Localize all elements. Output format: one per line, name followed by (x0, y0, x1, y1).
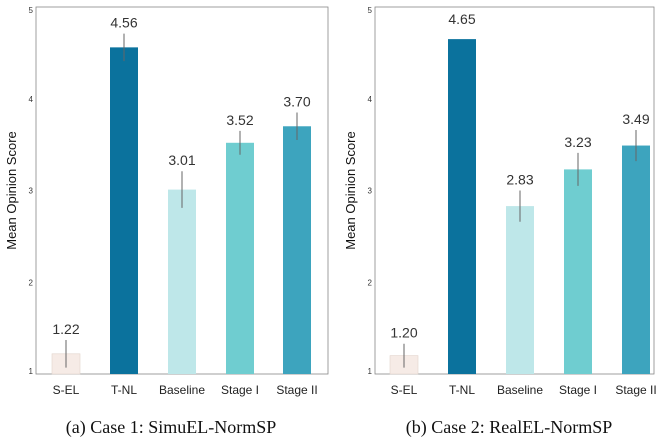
value-label: 1.20 (390, 325, 417, 341)
category-label: S-EL (391, 383, 418, 397)
category-label: T-NL (111, 383, 137, 397)
y-tick-label: 5 (368, 6, 373, 15)
category-label: Stage II (615, 383, 656, 397)
y-tick-label: 2 (29, 278, 34, 287)
category-label: Stage II (276, 383, 317, 397)
value-label: 2.83 (506, 172, 533, 188)
value-label: 1.22 (52, 321, 79, 337)
y-tick-label: 3 (368, 187, 373, 196)
chart-panel-2: 1 2 3 4 5 Mean Opinion Score 1.20 S-EL 4.65 T-NL 2… (343, 6, 657, 438)
y-tick-label: 1 (29, 367, 34, 376)
bar-stage-i (226, 142, 254, 374)
y-tick-label: 5 (29, 6, 34, 15)
bar-stage-ii (283, 126, 311, 375)
caption: (a) Case 1: SimuEL-NormSP (66, 417, 276, 438)
bar-baseline (506, 206, 534, 374)
caption: (b) Case 2: RealEL-NormSP (406, 417, 612, 438)
chart-panel-1: 1 2 3 4 5 Mean Opinion Score 1.22 S-EL 4.56 T-NL 3… (4, 6, 329, 438)
category-label: Baseline (497, 383, 543, 397)
category-label: S-EL (53, 383, 80, 397)
category-label: Stage I (221, 383, 259, 397)
y-tick-label: 4 (29, 95, 34, 104)
value-label: 3.52 (226, 112, 253, 128)
bar-stage-i (564, 169, 592, 374)
value-label: 4.65 (448, 11, 475, 27)
bar-stage-ii (622, 145, 650, 374)
category-label: Stage I (559, 383, 597, 397)
value-label: 4.56 (110, 15, 137, 31)
y-tick-label: 1 (368, 367, 373, 376)
y-tick-label: 4 (368, 95, 373, 104)
bar-t-nl (448, 39, 476, 375)
y-axis-label: Mean Opinion Score (4, 131, 19, 250)
value-label: 3.49 (622, 111, 649, 127)
y-axis-label: Mean Opinion Score (343, 131, 358, 250)
category-label: T-NL (449, 383, 475, 397)
y-tick-label: 2 (368, 278, 373, 287)
y-tick-label: 3 (29, 187, 34, 196)
category-label: Baseline (159, 383, 205, 397)
value-label: 3.70 (283, 94, 310, 110)
value-label: 3.23 (564, 134, 591, 150)
value-label: 3.01 (168, 152, 195, 168)
bar-t-nl (110, 47, 138, 375)
bar-baseline (168, 189, 196, 374)
